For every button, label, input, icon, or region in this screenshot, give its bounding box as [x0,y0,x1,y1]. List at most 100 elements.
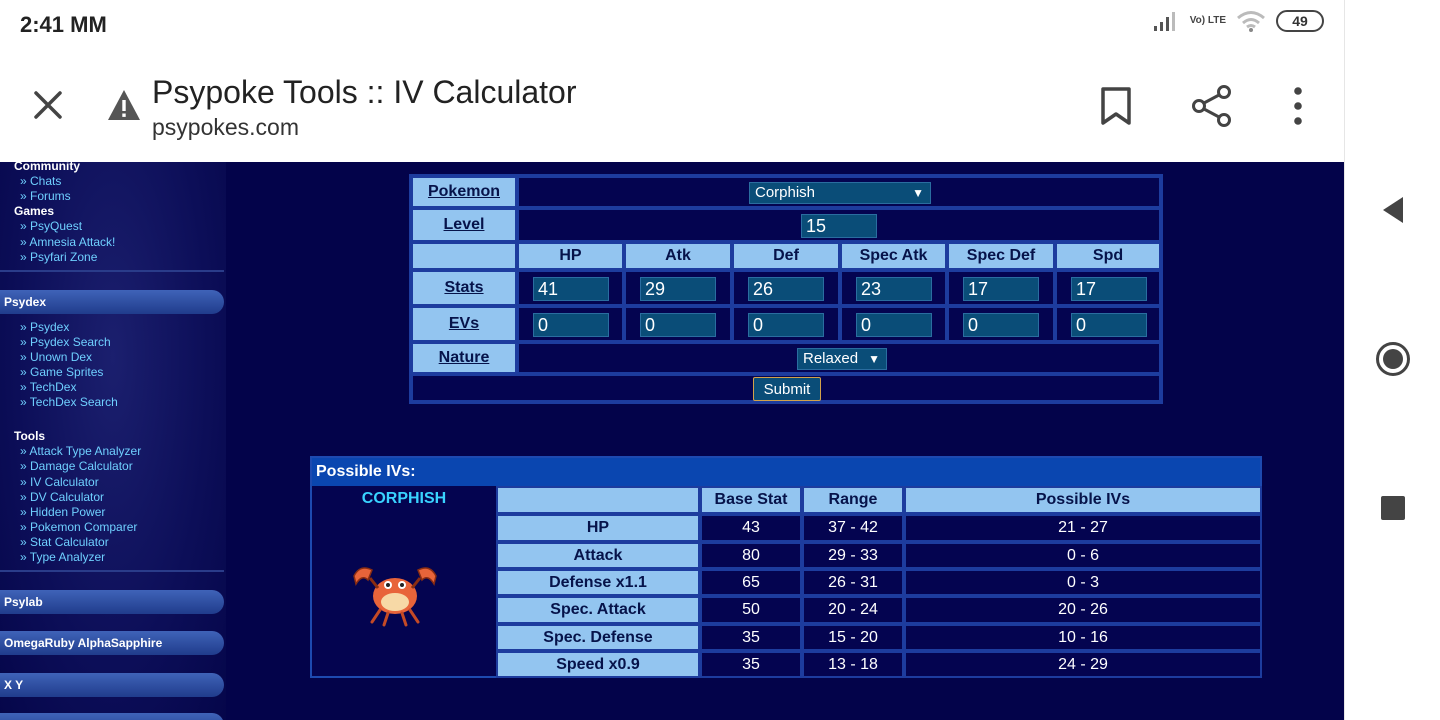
nature-select-value: Relaxed [803,350,859,367]
sidebar-link-damage-calculator[interactable]: » Damage Calculator [20,459,133,473]
stat-header-def: Def [732,242,840,270]
back-icon [1383,197,1403,223]
sidebar-bar-xy[interactable]: X Y [0,673,224,697]
sidebar-link-hidden-power[interactable]: » Hidden Power [20,505,106,519]
sidebar-link-chats[interactable]: » Chats [20,174,62,188]
page-url[interactable]: psypokes.com [152,114,300,140]
submit-button[interactable]: Submit [753,377,821,401]
ev-input-atk[interactable]: 0 [640,313,716,337]
ev-cell: 0 [1055,306,1161,342]
sidebar-link-psyquest[interactable]: » PsyQuest [20,219,83,233]
ev-cell: 0 [732,306,840,342]
sidebar-link-attack-type-analyzer[interactable]: » Attack Type Analyzer [20,444,142,458]
status-bar: 2:41 MM Vo) LTE 49 [0,0,1344,52]
results-row-range: 37 - 42 [802,514,904,542]
ev-input-hp[interactable]: 0 [533,313,609,337]
submit-cell: Submit [411,374,1161,402]
chevron-down-icon: ▼ [912,186,924,200]
pokemon-label: Pokemon [411,176,517,208]
pokemon-select-value: Corphish [755,184,816,201]
stat-input-spdef[interactable]: 17 [963,277,1039,301]
sidebar-bar-psylab[interactable]: Psylab [0,590,224,614]
results-row-stat: Speed x0.9 [496,651,700,678]
home-button[interactable] [1345,329,1440,389]
stat-header-spd: Spd [1055,242,1161,270]
pokemon-name: CORPHISH [361,490,447,507]
share-icon[interactable] [1190,84,1234,128]
results-row-range: 29 - 33 [802,542,904,569]
sidebar-link-game-sprites[interactable]: » Game Sprites [20,365,104,379]
stat-header-spatk: Spec Atk [840,242,947,270]
sidebar-link-iv-calculator[interactable]: » IV Calculator [20,475,99,489]
stat-input-hp[interactable]: 41 [533,277,609,301]
home-icon [1376,342,1410,376]
sidebar-link-amnesia-attack[interactable]: » Amnesia Attack! [20,235,116,249]
results-header-possible-ivs: Possible IVs [904,486,1262,514]
stat-input-def[interactable]: 26 [748,277,824,301]
sidebar-link-forums[interactable]: » Forums [20,189,71,203]
recents-button[interactable] [1345,478,1440,538]
web-content: Community » Chats » Forums Games » PsyQu… [0,162,1344,720]
wifi-icon [1237,11,1265,32]
results-row-range: 26 - 31 [802,569,904,596]
results-row-ivs: 24 - 29 [904,651,1262,678]
stat-cell: 41 [517,270,624,306]
results-row-ivs: 10 - 16 [904,624,1262,651]
system-nav-bar [1344,0,1440,720]
ev-cell: 0 [624,306,732,342]
pokemon-cell: Corphish ▼ [517,176,1161,208]
level-cell: 15 [517,208,1161,242]
ev-input-spatk[interactable]: 0 [856,313,932,337]
sidebar-link-dv-calculator[interactable]: » DV Calculator [20,490,105,504]
results-header-blank [496,486,700,514]
recents-icon [1381,496,1405,520]
results-header-range: Range [802,486,904,514]
sidebar-link-stat-calculator[interactable]: » Stat Calculator [20,535,109,549]
sidebar-link-psyfari-zone[interactable]: » Psyfari Zone [20,250,98,264]
iv-form: Pokemon Corphish ▼ Level 15 HP Atk Def S… [409,174,1163,404]
results-row-range: 15 - 20 [802,624,904,651]
results-row-base: 43 [700,514,802,542]
screen: 2:41 MM Vo) LTE 49 [0,0,1344,720]
pokemon-select[interactable]: Corphish ▼ [749,182,931,204]
evs-label: EVs [411,306,517,342]
more-vert-icon[interactable] [1284,86,1312,126]
level-input[interactable]: 15 [801,214,877,238]
sidebar-heading-community: Community [14,162,80,173]
results-row-base: 65 [700,569,802,596]
sidebar-bar-oras[interactable]: OmegaRuby AlphaSapphire [0,631,224,655]
ev-input-spd[interactable]: 0 [1071,313,1147,337]
stat-input-spatk[interactable]: 23 [856,277,932,301]
warning-icon[interactable] [106,88,142,122]
sidebar-link-pokemon-comparer[interactable]: » Pokemon Comparer [20,520,138,534]
results-row-stat: HP [496,514,700,542]
stat-input-spd[interactable]: 17 [1071,277,1147,301]
sidebar-bar-psydex[interactable]: Psydex [0,290,224,314]
bookmark-icon[interactable] [1098,86,1134,126]
sidebar-link-unown-dex[interactable]: » Unown Dex [20,350,93,364]
ev-input-def[interactable]: 0 [748,313,824,337]
sidebar-link-type-analyzer[interactable]: » Type Analyzer [20,550,106,564]
results-row-stat: Spec. Attack [496,596,700,624]
results-row-stat: Attack [496,542,700,569]
sidebar-link-techdex[interactable]: » TechDex [20,380,77,394]
close-icon[interactable] [28,85,68,125]
results-row-base: 35 [700,651,802,678]
sidebar-bar-next[interactable] [0,713,224,720]
sidebar-link-psydex[interactable]: » Psydex [20,320,70,334]
results-row-range: 13 - 18 [802,651,904,678]
sidebar-link-techdex-search[interactable]: » TechDex Search [20,395,118,409]
back-button[interactable] [1345,180,1440,240]
stat-input-atk[interactable]: 29 [640,277,716,301]
sidebar-divider [0,570,224,572]
results-header-base-stat: Base Stat [700,486,802,514]
ev-input-spdef[interactable]: 0 [963,313,1039,337]
ev-cell: 0 [947,306,1055,342]
stat-cell: 17 [1055,270,1161,306]
nature-select[interactable]: Relaxed ▼ [797,348,887,370]
browser-toolbar: Psypoke Tools :: IV Calculator psypokes.… [0,52,1344,162]
status-icons: Vo) LTE 49 [1152,10,1324,32]
results-row-base: 50 [700,596,802,624]
sidebar-link-psydex-search[interactable]: » Psydex Search [20,335,111,349]
